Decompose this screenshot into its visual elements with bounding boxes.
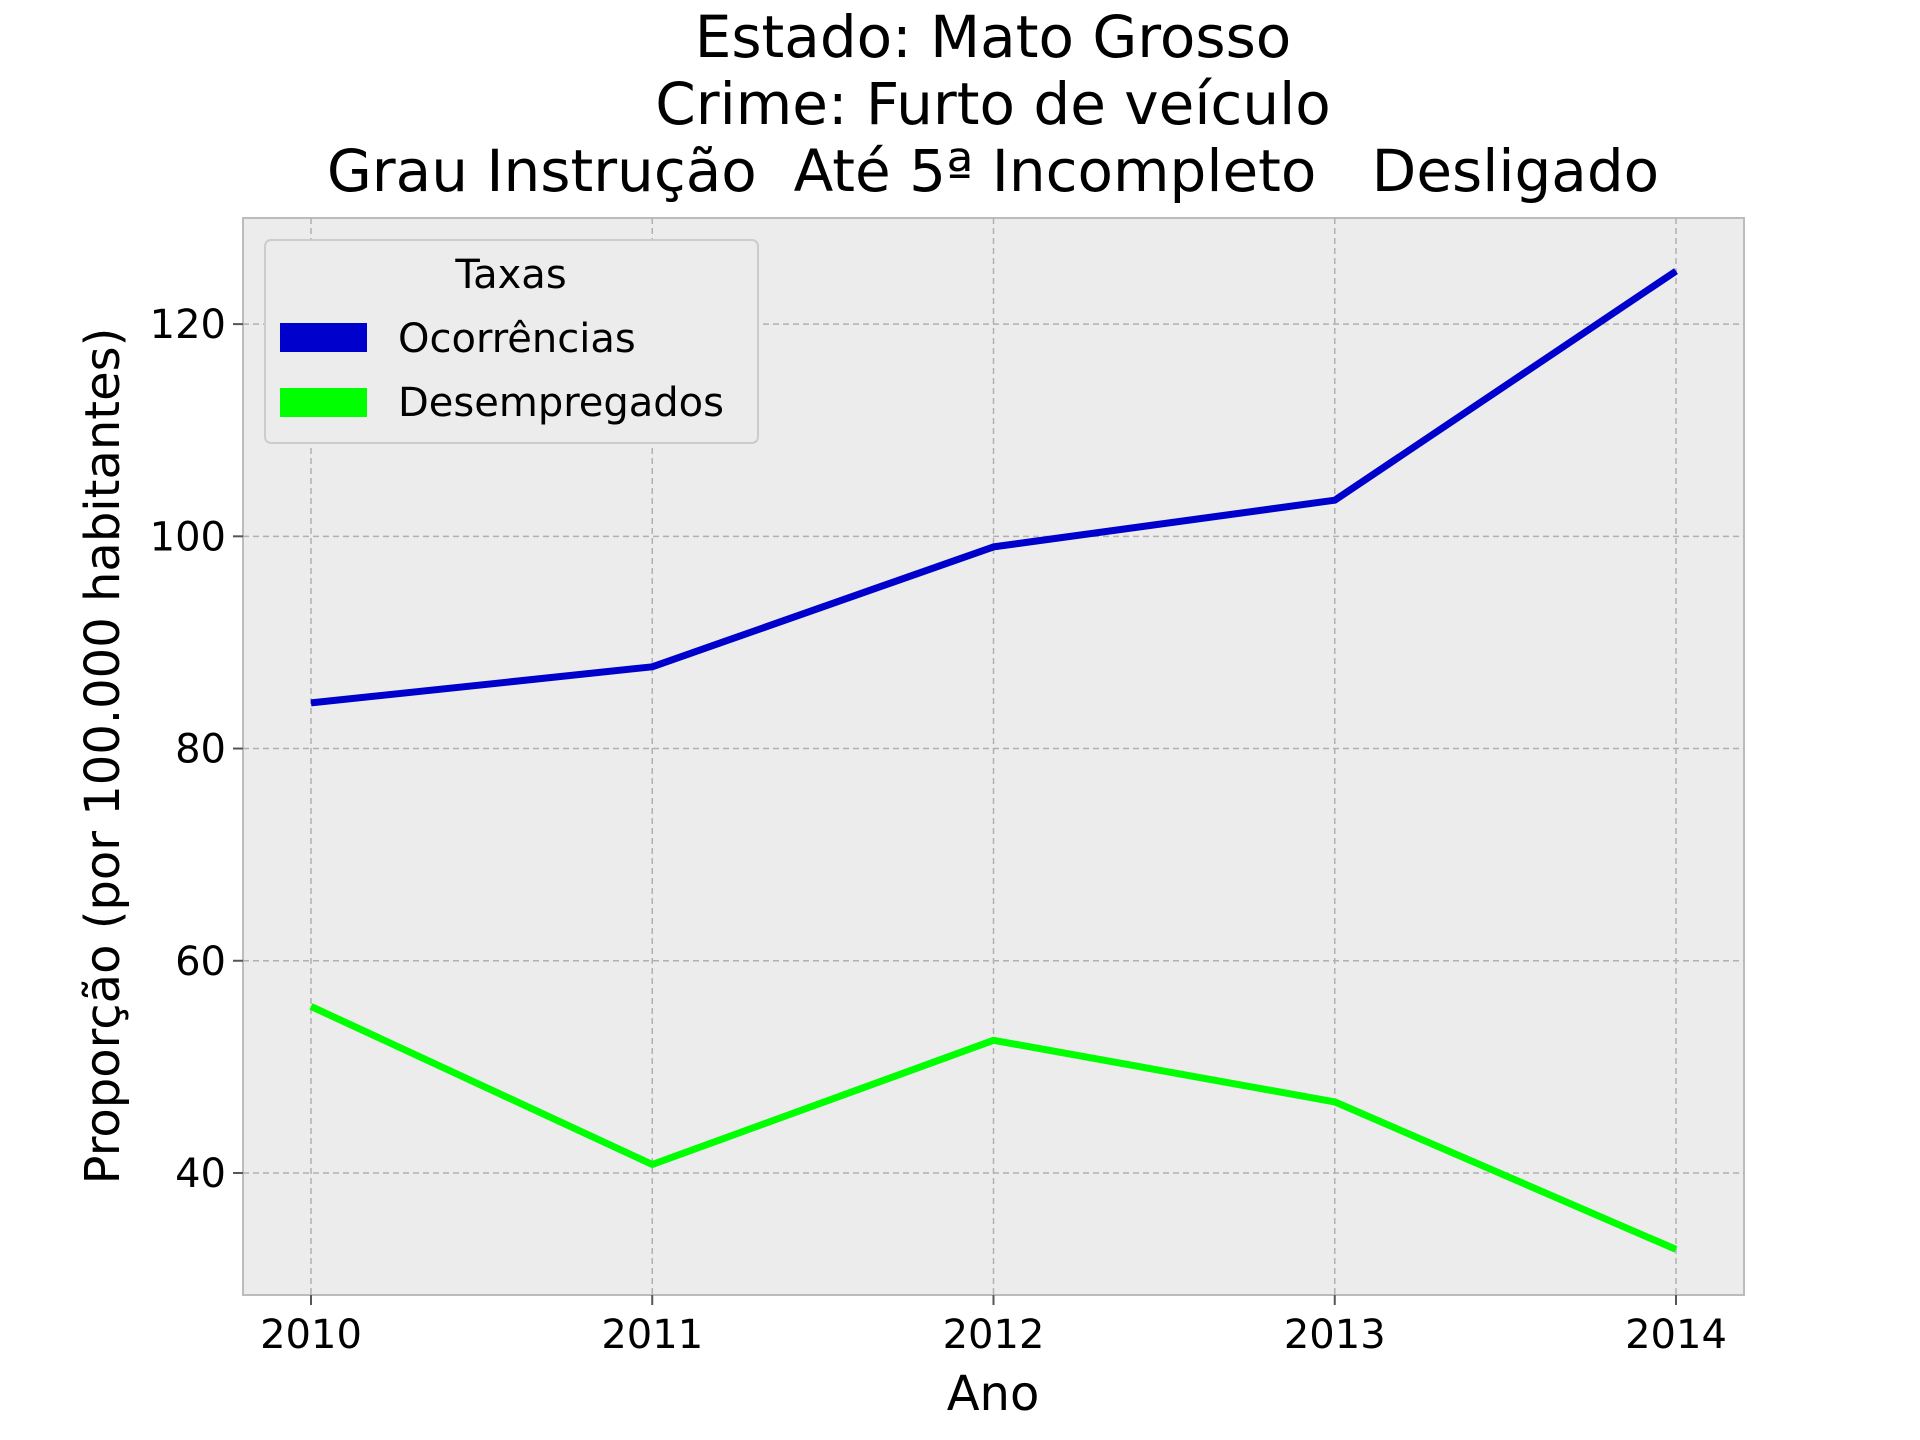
x-tick-label: 2014 — [1625, 1312, 1727, 1358]
legend-label-ocorrencias: Ocorrências — [398, 316, 636, 362]
series-lines — [309, 268, 1678, 1253]
legend-swatch-ocorrencias — [280, 323, 367, 352]
data-point-desempregados — [993, 1039, 994, 1041]
data-point-ocorrencias — [310, 702, 312, 704]
legend-swatch-desempregados — [280, 388, 367, 417]
legend: Taxas Ocorrências Desempregados — [264, 239, 759, 444]
chart-title-line-1: Estado: Mato Grosso — [695, 3, 1292, 71]
y-tick-label: 120 — [150, 302, 226, 348]
data-point-ocorrencias — [651, 666, 653, 668]
tick-labels: 2010 2011 2012 2013 2014 40 60 80 100 120 — [150, 302, 1727, 1358]
chart-title-line-2: Crime: Furto de veículo — [655, 70, 1330, 138]
legend-title: Taxas — [454, 252, 566, 298]
chart-title-line-3: Grau Instrução Até 5ª Incompleto Desliga… — [327, 137, 1659, 205]
legend-frame — [264, 239, 759, 444]
x-tick-label: 2012 — [943, 1312, 1045, 1358]
y-tick-label: 60 — [175, 939, 226, 985]
data-point-ocorrencias — [1334, 499, 1336, 501]
y-tick-label: 100 — [150, 514, 226, 560]
legend-label-desempregados: Desempregados — [398, 380, 724, 426]
y-tick-label: 40 — [175, 1151, 226, 1197]
data-point-ocorrencias — [993, 546, 994, 548]
x-axis-label: Ano — [947, 1366, 1040, 1422]
data-point-desempregados — [310, 1005, 312, 1007]
data-point-desempregados — [651, 1163, 653, 1165]
x-tick-label: 2011 — [601, 1312, 703, 1358]
y-axis-label: Proporção (por 100.000 habitantes) — [75, 328, 131, 1185]
x-tick-label: 2010 — [260, 1312, 362, 1358]
data-point-desempregados — [1675, 1248, 1677, 1250]
data-point-desempregados — [1334, 1101, 1336, 1103]
data-point-ocorrencias — [1675, 270, 1677, 272]
y-tick-label: 80 — [175, 727, 226, 773]
x-tick-label: 2013 — [1284, 1312, 1386, 1358]
